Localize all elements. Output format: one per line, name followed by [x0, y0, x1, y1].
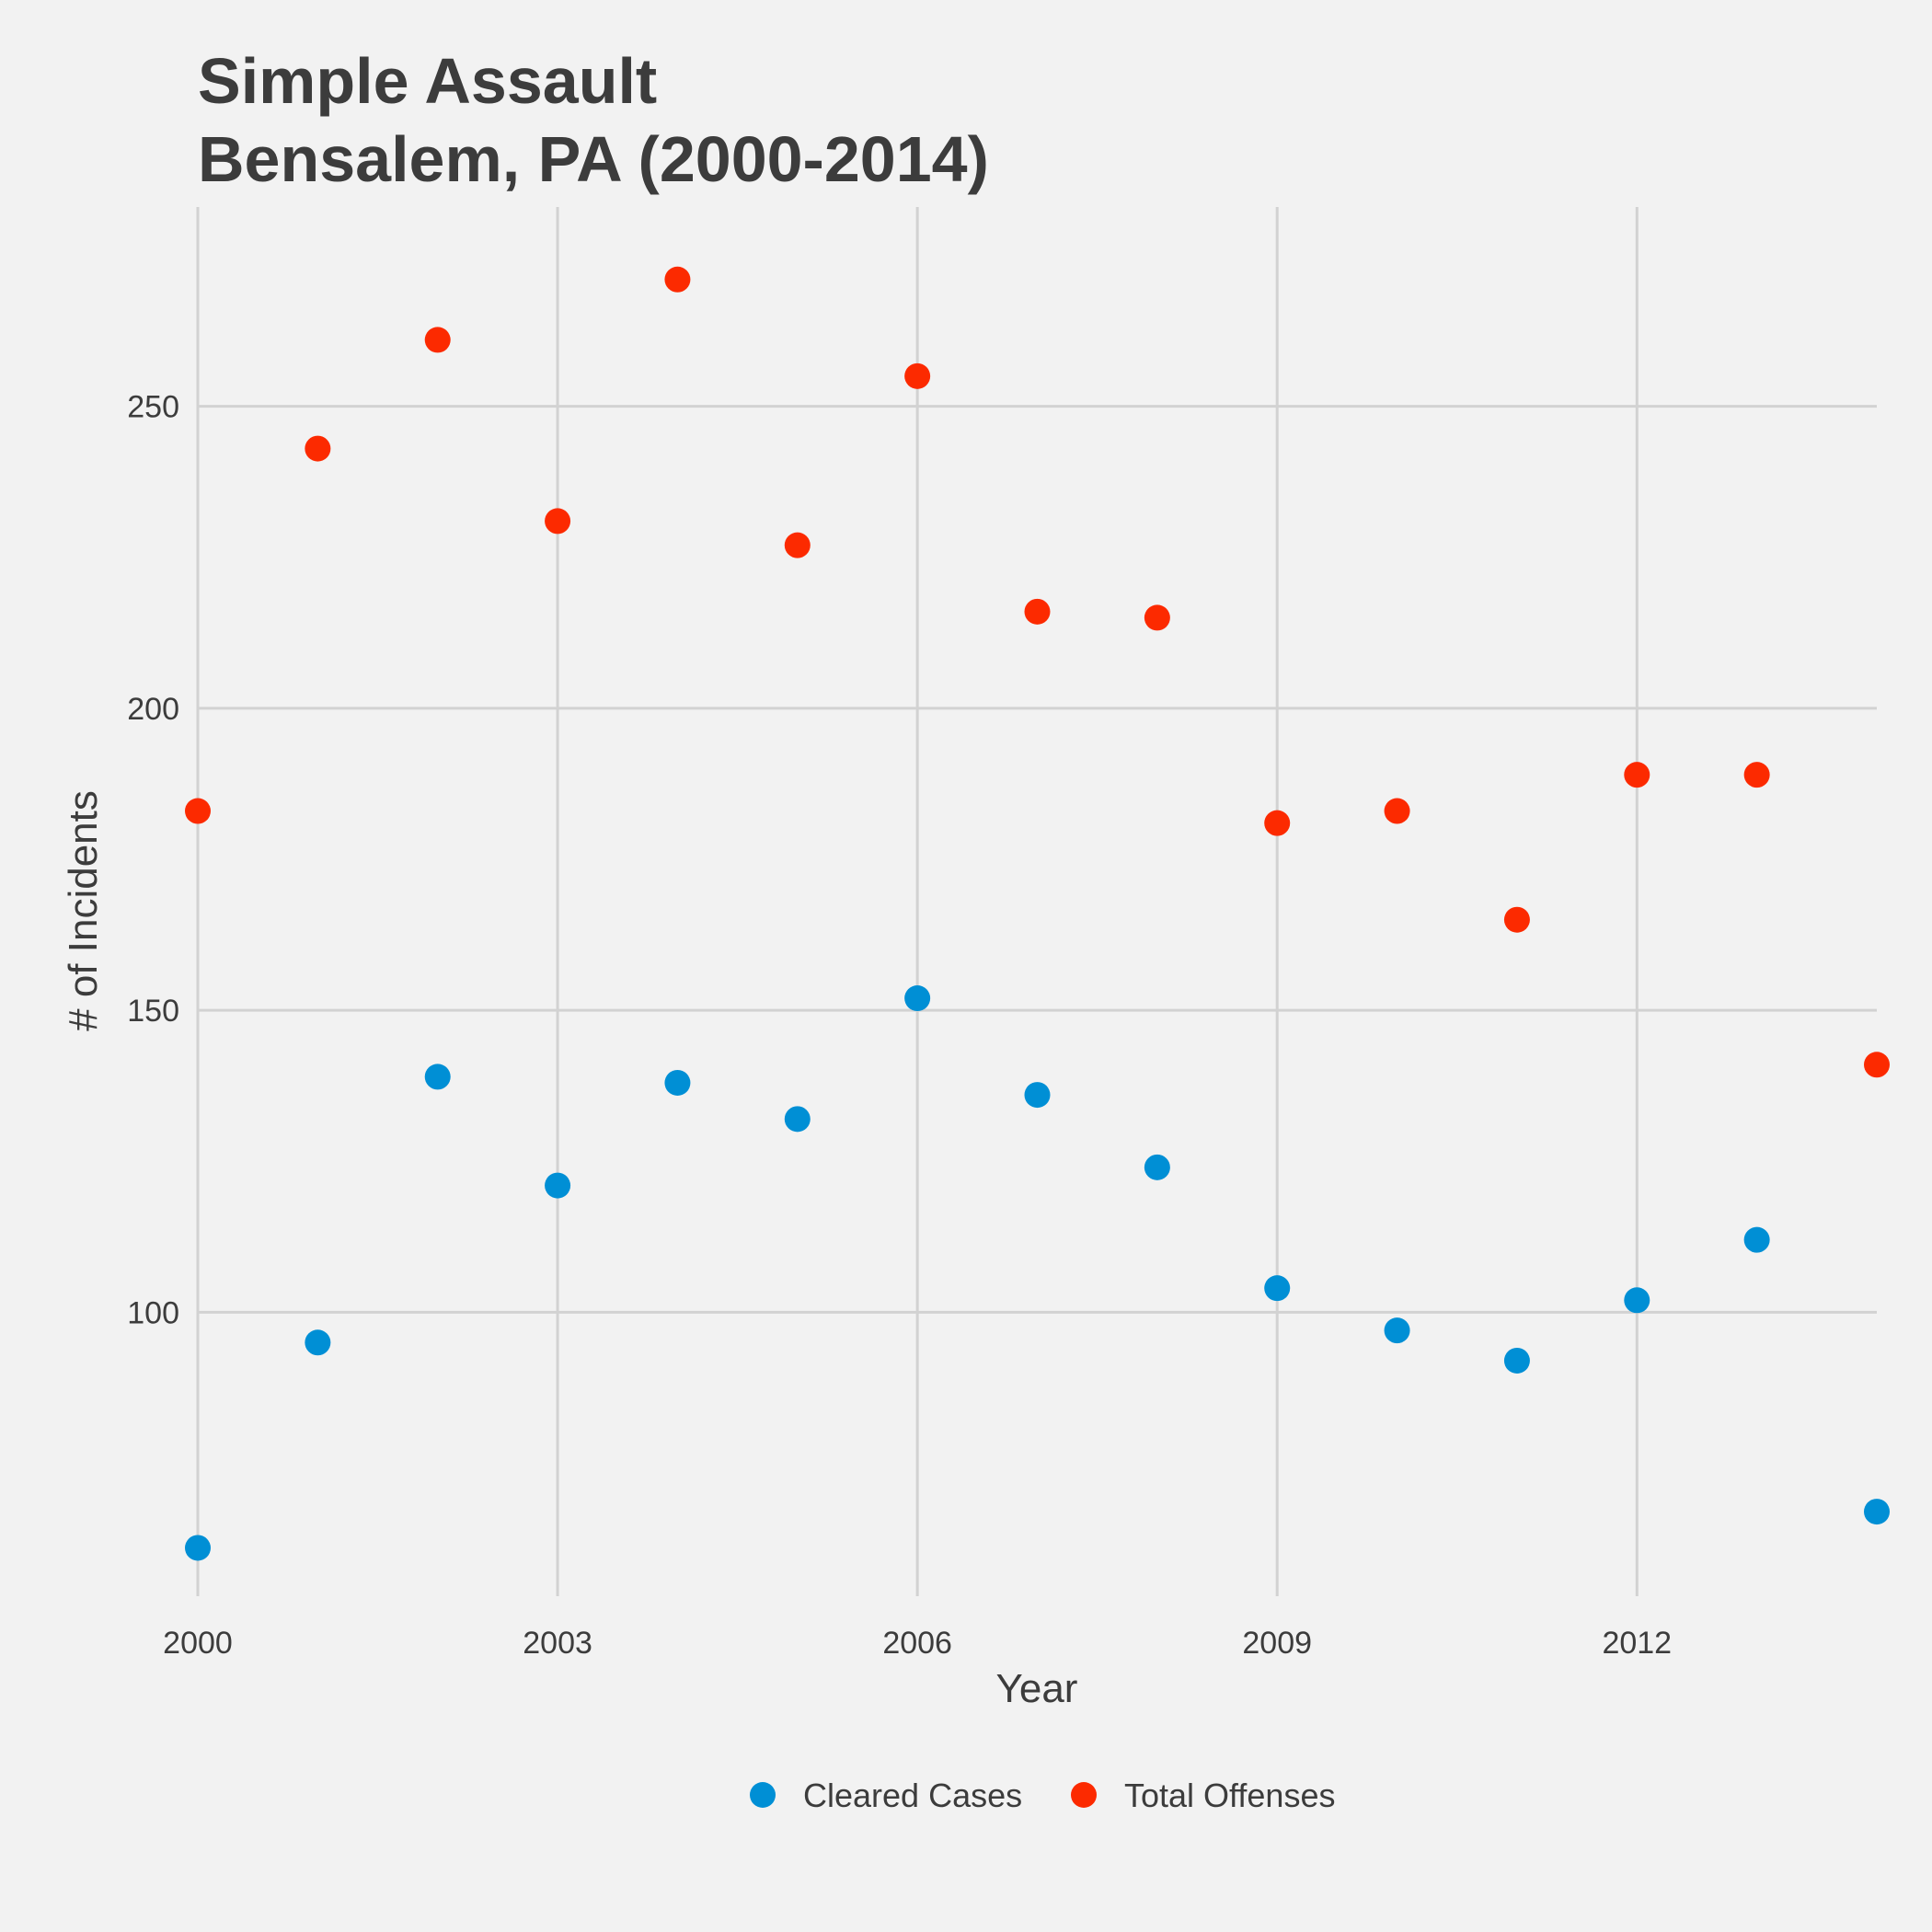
- data-point: [424, 327, 451, 353]
- grid-lines: [196, 207, 1877, 1596]
- data-point: [185, 798, 211, 824]
- data-point: [1384, 798, 1410, 824]
- data-point: [904, 362, 931, 389]
- data-point: [784, 1106, 811, 1133]
- data-point: [424, 1064, 451, 1090]
- data-points: [185, 266, 1890, 1561]
- data-point: [1024, 1082, 1051, 1109]
- data-point: [545, 1172, 571, 1199]
- data-point: [1743, 762, 1770, 788]
- data-point: [1743, 1226, 1770, 1253]
- data-point: [664, 266, 691, 293]
- chart-title-line-1: Simple Assault: [198, 45, 657, 117]
- data-point: [1624, 1287, 1650, 1314]
- data-point: [664, 1069, 691, 1096]
- data-point: [1024, 598, 1051, 625]
- data-point: [1624, 762, 1650, 788]
- legend-marker: [1071, 1782, 1097, 1808]
- data-point: [545, 508, 571, 535]
- data-point: [1144, 604, 1170, 631]
- series-cleared-cases: [185, 985, 1890, 1561]
- legend-label: Total Offenses: [1124, 1777, 1335, 1814]
- data-point: [1384, 1317, 1410, 1344]
- y-axis-title: # of Incidents: [61, 790, 106, 1031]
- data-point: [185, 1535, 211, 1561]
- data-point: [305, 1329, 331, 1356]
- chart-title-line-2: Bensalem, PA (2000-2014): [198, 123, 989, 195]
- x-axis-title: Year: [996, 1666, 1078, 1711]
- data-point: [1264, 1275, 1291, 1302]
- data-point: [1264, 810, 1291, 836]
- data-point: [1503, 1347, 1530, 1374]
- data-point: [784, 532, 811, 558]
- data-point: [305, 435, 331, 462]
- x-tick-label: 2012: [1602, 1626, 1672, 1661]
- tick-labels: 100 150 200 250 2000 2003 2006 2009 2012: [127, 390, 1672, 1661]
- data-point: [904, 985, 931, 1012]
- y-tick-label: 100: [127, 1295, 179, 1330]
- series-total-offenses: [185, 266, 1890, 1078]
- y-tick-label: 250: [127, 390, 179, 425]
- y-tick-label: 200: [127, 692, 179, 727]
- data-point: [1144, 1154, 1170, 1180]
- data-point: [1864, 1499, 1890, 1525]
- x-tick-label: 2009: [1242, 1626, 1312, 1661]
- x-tick-label: 2006: [882, 1626, 952, 1661]
- data-point: [1864, 1052, 1890, 1078]
- data-point: [1503, 906, 1530, 933]
- legend-label: Cleared Cases: [803, 1777, 1022, 1814]
- legend: Cleared Cases Total Offenses: [750, 1777, 1335, 1814]
- legend-marker: [750, 1782, 776, 1808]
- x-tick-label: 2003: [523, 1626, 592, 1661]
- y-tick-label: 150: [127, 994, 179, 1029]
- x-tick-label: 2000: [163, 1626, 233, 1661]
